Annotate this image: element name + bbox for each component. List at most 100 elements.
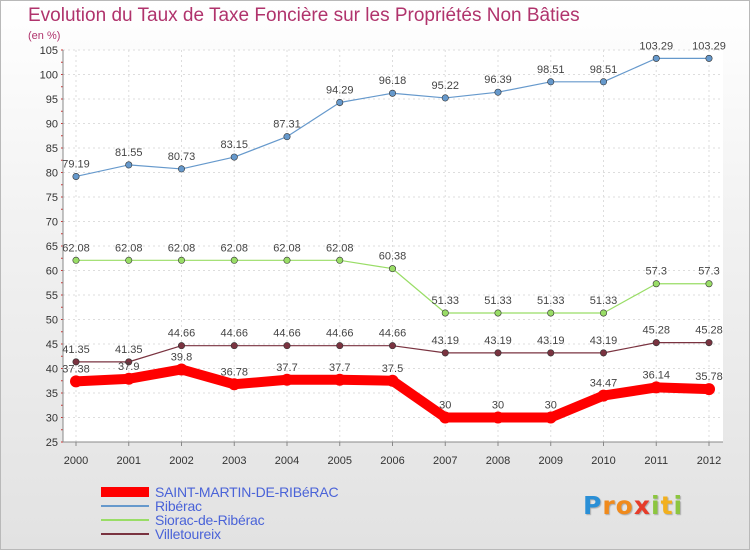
data-label-0: 37.7 xyxy=(276,362,297,374)
series-point-0 xyxy=(70,375,82,388)
series-point-3 xyxy=(336,342,344,350)
series-point-2 xyxy=(388,265,396,273)
y-tick-label: 25 xyxy=(46,437,58,449)
legend-swatch xyxy=(101,519,149,521)
series-point-2 xyxy=(652,280,660,288)
data-label-0: 30 xyxy=(545,400,557,412)
series-point-2 xyxy=(599,309,607,317)
x-tick-label: 2004 xyxy=(275,455,299,467)
data-label-2: 62.08 xyxy=(326,242,354,254)
chart-unit-label: (en %) xyxy=(28,30,61,42)
data-label-1: 96.18 xyxy=(379,75,407,87)
x-tick-label: 2008 xyxy=(486,455,510,467)
data-label-1: 83.15 xyxy=(220,139,248,151)
data-label-0: 37.7 xyxy=(329,362,350,374)
series-point-2 xyxy=(283,256,291,264)
data-label-1: 103.29 xyxy=(692,40,726,52)
data-label-2: 62.08 xyxy=(168,242,196,254)
series-point-2 xyxy=(336,256,344,264)
y-tick-label: 35 xyxy=(46,388,58,400)
legend-label: Villetoureix xyxy=(155,526,221,542)
series-point-1 xyxy=(283,133,291,141)
logo-letter: i xyxy=(651,491,661,520)
logo-letter: o xyxy=(615,491,634,520)
data-label-3: 44.66 xyxy=(326,328,354,340)
data-label-0: 35.78 xyxy=(695,371,723,383)
data-label-1: 80.73 xyxy=(168,151,196,163)
y-tick-label: 45 xyxy=(46,339,58,351)
data-label-1: 79.19 xyxy=(62,158,90,170)
chart-title: Evolution du Taux de Taxe Foncière sur l… xyxy=(28,5,580,26)
series-point-0 xyxy=(650,381,663,394)
data-label-1: 98.51 xyxy=(537,64,565,76)
legend-swatch xyxy=(101,487,149,497)
data-label-0: 36.14 xyxy=(642,369,670,381)
proxiti-logo: Proxiti xyxy=(583,491,683,520)
data-label-2: 51.33 xyxy=(431,295,459,307)
series-point-0 xyxy=(228,378,241,391)
series-point-0 xyxy=(703,383,715,396)
data-label-2: 57.3 xyxy=(646,266,667,278)
series-point-3 xyxy=(178,342,186,350)
data-label-3: 45.28 xyxy=(642,325,670,337)
data-label-2: 62.08 xyxy=(273,242,301,254)
data-label-3: 43.19 xyxy=(431,335,459,347)
series-point-0 xyxy=(544,411,557,424)
data-label-0: 30 xyxy=(492,400,504,412)
legend-label: Ribérac xyxy=(155,498,202,514)
series-point-2 xyxy=(547,309,555,317)
series-point-2 xyxy=(494,309,502,317)
series-point-0 xyxy=(386,374,399,387)
series-point-1 xyxy=(388,89,396,97)
x-tick-label: 2006 xyxy=(380,455,404,467)
y-tick-label: 50 xyxy=(46,315,58,327)
legend-label: SAINT-MARTIN-DE-RIBéRAC xyxy=(155,484,339,500)
y-tick-label: 80 xyxy=(46,168,58,180)
series-point-2 xyxy=(72,256,80,264)
data-label-1: 94.29 xyxy=(326,84,354,96)
series-point-2 xyxy=(441,309,449,317)
data-label-0: 37.9 xyxy=(118,361,139,373)
y-tick-label: 65 xyxy=(46,241,58,253)
data-label-3: 41.35 xyxy=(62,344,90,356)
series-point-2 xyxy=(125,256,133,264)
data-label-layer: 37.38 37.9 39.8 36.78 37.7 37.7 37.5 30 30 30 34.4… xyxy=(62,40,726,411)
logo-letter: t xyxy=(660,491,674,520)
x-tick-label: 2011 xyxy=(644,455,668,467)
series-point-0 xyxy=(597,389,610,402)
y-tick-label: 90 xyxy=(46,119,58,131)
data-label-2: 60.38 xyxy=(379,251,407,263)
series-point-3 xyxy=(388,342,396,350)
data-label-3: 44.66 xyxy=(168,328,196,340)
series-point-3 xyxy=(705,339,713,347)
series-point-1 xyxy=(547,78,555,86)
x-tick-label: 2002 xyxy=(169,455,193,467)
series-point-2 xyxy=(178,256,186,264)
series-point-3 xyxy=(441,349,449,357)
logo-letter: x xyxy=(633,491,651,520)
y-tick-label: 40 xyxy=(46,364,58,376)
y-tick-label: 95 xyxy=(46,94,58,106)
series-point-1 xyxy=(494,88,502,96)
series-point-1 xyxy=(705,54,713,62)
data-label-3: 44.66 xyxy=(379,328,407,340)
series-point-1 xyxy=(230,153,238,161)
x-tick-label: 2010 xyxy=(591,455,615,467)
series-point-0 xyxy=(122,372,135,385)
data-label-1: 96.39 xyxy=(484,74,512,86)
data-label-1: 95.22 xyxy=(431,80,459,92)
logo-letter: i xyxy=(673,491,684,520)
data-label-2: 51.33 xyxy=(484,295,512,307)
series-point-3 xyxy=(230,342,238,350)
data-label-3: 45.28 xyxy=(695,325,723,337)
legend-swatch xyxy=(101,505,149,507)
series-point-2 xyxy=(230,256,238,264)
series-point-0 xyxy=(281,373,293,386)
data-label-3: 44.66 xyxy=(220,328,248,340)
x-tick-label: 2009 xyxy=(539,455,563,467)
series-point-0 xyxy=(333,373,346,386)
legend-label: Siorac-de-Ribérac xyxy=(155,512,265,528)
data-label-2: 62.08 xyxy=(115,242,143,254)
data-label-2: 51.33 xyxy=(537,295,565,307)
